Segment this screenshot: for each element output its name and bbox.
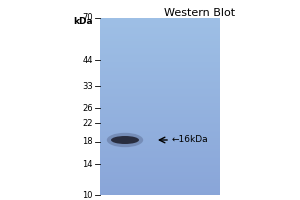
- Text: 33: 33: [82, 82, 93, 91]
- Text: 18: 18: [82, 137, 93, 146]
- Text: kDa: kDa: [74, 18, 93, 26]
- Ellipse shape: [107, 133, 143, 147]
- Text: 22: 22: [82, 119, 93, 128]
- Text: 70: 70: [82, 14, 93, 22]
- Text: 44: 44: [82, 56, 93, 65]
- Text: Western Blot: Western Blot: [164, 8, 236, 18]
- Text: 26: 26: [82, 104, 93, 113]
- Text: ←16kDa: ←16kDa: [172, 136, 208, 144]
- Text: 14: 14: [82, 160, 93, 169]
- Ellipse shape: [111, 136, 139, 144]
- Text: 10: 10: [82, 190, 93, 200]
